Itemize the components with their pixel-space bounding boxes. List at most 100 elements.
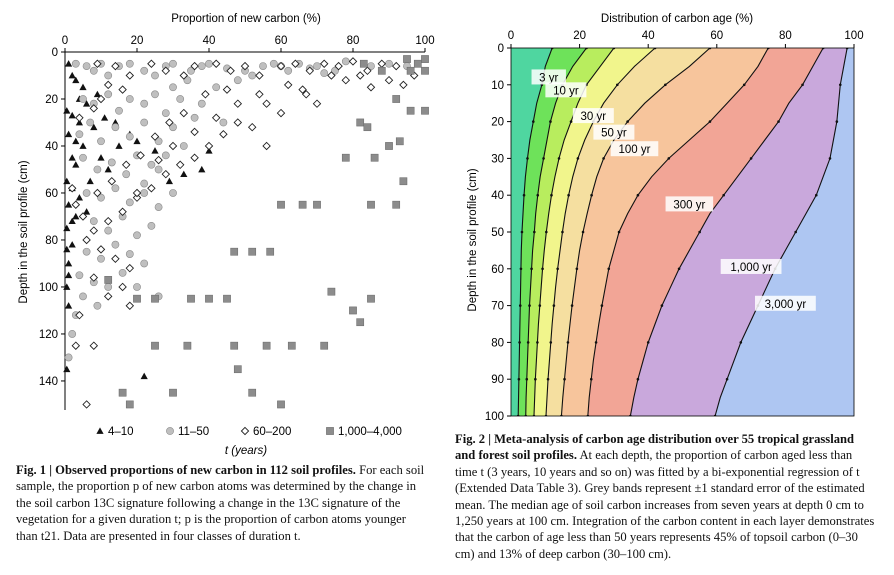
fig2-y-tick-label: 90 bbox=[491, 374, 504, 386]
fig1-point-circle bbox=[82, 189, 91, 197]
fig2-x-tick-label: 80 bbox=[779, 30, 792, 42]
fig1-point-diamond bbox=[327, 71, 336, 80]
fig1-point-diamond bbox=[247, 122, 257, 132]
fig1-point-diamond bbox=[211, 59, 221, 68]
fig2-band-label-bg bbox=[755, 295, 816, 311]
fig1-point-diamond bbox=[103, 80, 113, 90]
fig1-point-circle bbox=[161, 109, 170, 117]
fig2-boundary-point bbox=[570, 304, 574, 307]
fig1-point-circle bbox=[248, 71, 257, 80]
fig1-point-square bbox=[298, 200, 307, 209]
fig2-boundary-point bbox=[667, 157, 671, 160]
fig1-point-diamond bbox=[161, 169, 171, 179]
fig1-point-circle bbox=[187, 66, 195, 75]
fig2-boundary-point bbox=[538, 304, 542, 307]
fig1-point-square bbox=[277, 200, 285, 209]
fig2-boundary-point bbox=[545, 230, 548, 234]
fig1-point-circle bbox=[111, 123, 120, 132]
fig2-boundary-point bbox=[581, 230, 585, 234]
fig1-point-diamond bbox=[366, 83, 376, 92]
fig1-point-diamond bbox=[240, 61, 250, 71]
fig1-point-circle bbox=[104, 283, 113, 291]
fig1-point-triangle bbox=[140, 372, 148, 380]
fig1-point-square bbox=[262, 341, 271, 350]
fig2-y-axis-label: Depth in the soil profile (cm) bbox=[467, 168, 479, 311]
fig1-point-diamond bbox=[391, 61, 401, 71]
fig2-band-area bbox=[518, 48, 587, 416]
fig1-caption: Fig. 1 | Observed proportions of new car… bbox=[16, 462, 428, 544]
fig2-boundary-point bbox=[533, 230, 536, 234]
fig2-boundary-point bbox=[742, 83, 746, 87]
fig2-boundary-point bbox=[526, 157, 529, 160]
fig1-point-triangle bbox=[63, 107, 71, 114]
fig1-x-tick-label: 80 bbox=[347, 35, 360, 47]
fig1-point-diamond bbox=[89, 273, 99, 282]
fig2-band-label: 300 yr bbox=[673, 199, 705, 211]
fig1-point-diamond bbox=[276, 108, 286, 118]
fig1-point-diamond bbox=[168, 141, 178, 151]
fig1-point-circle bbox=[68, 330, 77, 338]
fig1-point-circle bbox=[75, 271, 84, 280]
fig1-point-diamond bbox=[255, 71, 264, 80]
fig2-boundary-point bbox=[569, 120, 573, 123]
fig1-point-diamond bbox=[233, 118, 243, 127]
fig1-point-diamond bbox=[118, 85, 127, 94]
fig2-boundary-point bbox=[835, 120, 839, 123]
fig1-point-diamond bbox=[78, 212, 88, 221]
fig1-point-square bbox=[327, 287, 336, 296]
fig2-boundary-point bbox=[575, 267, 579, 271]
fig1-point-diamond bbox=[399, 80, 408, 90]
fig1-point-triangle bbox=[63, 245, 71, 253]
fig1-legend-marker bbox=[166, 427, 174, 435]
fig1-point-triangle bbox=[198, 165, 206, 173]
fig1-point-square bbox=[421, 66, 429, 75]
fig1-point-circle bbox=[75, 130, 84, 139]
fig1-y-tick-label: 0 bbox=[52, 47, 58, 59]
fig2-boundary-point bbox=[522, 193, 526, 197]
fig2-boundary-point bbox=[517, 377, 521, 381]
fig1-point-diamond bbox=[89, 341, 99, 350]
fig1-point-triangle bbox=[104, 165, 112, 173]
fig1-point-circle bbox=[97, 137, 105, 146]
fig1-point-diamond bbox=[348, 57, 358, 66]
fig1-point-triangle bbox=[101, 114, 109, 121]
fig1-y-tick-label: 60 bbox=[45, 188, 58, 200]
fig1-point-square bbox=[377, 66, 386, 75]
fig2-y-tick-label: 50 bbox=[491, 227, 504, 239]
fig2-boundary-point bbox=[550, 193, 553, 197]
fig2-boundary-point bbox=[794, 230, 797, 234]
fig1-point-circle bbox=[154, 165, 163, 174]
fig1-legend-label: 11–50 bbox=[178, 426, 209, 438]
fig2-y-tick-label: 60 bbox=[491, 264, 504, 276]
fig1-legend: 4–10 11–50 60–200 1,000–4,000 bbox=[96, 426, 402, 438]
fig1-point-diamond bbox=[377, 59, 387, 68]
fig1-point-square bbox=[230, 247, 239, 256]
fig2-y-tick-label: 100 bbox=[485, 411, 504, 423]
fig1-point-diamond bbox=[179, 71, 189, 80]
fig1-point-circle bbox=[133, 283, 141, 291]
fig1-point-square bbox=[125, 400, 134, 409]
fig1-point-diamond bbox=[125, 71, 135, 80]
fig1-point-triangle bbox=[65, 259, 73, 267]
fig2-band-label: 30 yr bbox=[581, 111, 607, 123]
fig2-band-area bbox=[545, 48, 710, 416]
fig2-boundary-point bbox=[828, 157, 832, 160]
fig1-point-circle bbox=[89, 66, 98, 75]
fig1-point-circle bbox=[320, 69, 329, 78]
fig1-point-square bbox=[187, 294, 195, 303]
fig2-band-label-bg bbox=[593, 124, 635, 140]
fig2-band-label-bg bbox=[572, 108, 614, 124]
fig1-point-triangle bbox=[133, 137, 141, 145]
fig2-band-label-bg bbox=[665, 196, 714, 212]
fig1-point-diamond bbox=[165, 118, 174, 127]
fig1-point-circle bbox=[104, 226, 113, 235]
fig1-point-circle bbox=[151, 71, 159, 80]
fig1-y-tick-label: 40 bbox=[45, 141, 58, 153]
fig1-point-diamond bbox=[334, 61, 343, 71]
fig1-data-points bbox=[63, 55, 429, 409]
fig1-point-square bbox=[356, 318, 365, 327]
fig2-band-area bbox=[630, 48, 848, 416]
fig1-point-diamond bbox=[132, 188, 142, 198]
fig2-boundary-point bbox=[607, 267, 611, 271]
